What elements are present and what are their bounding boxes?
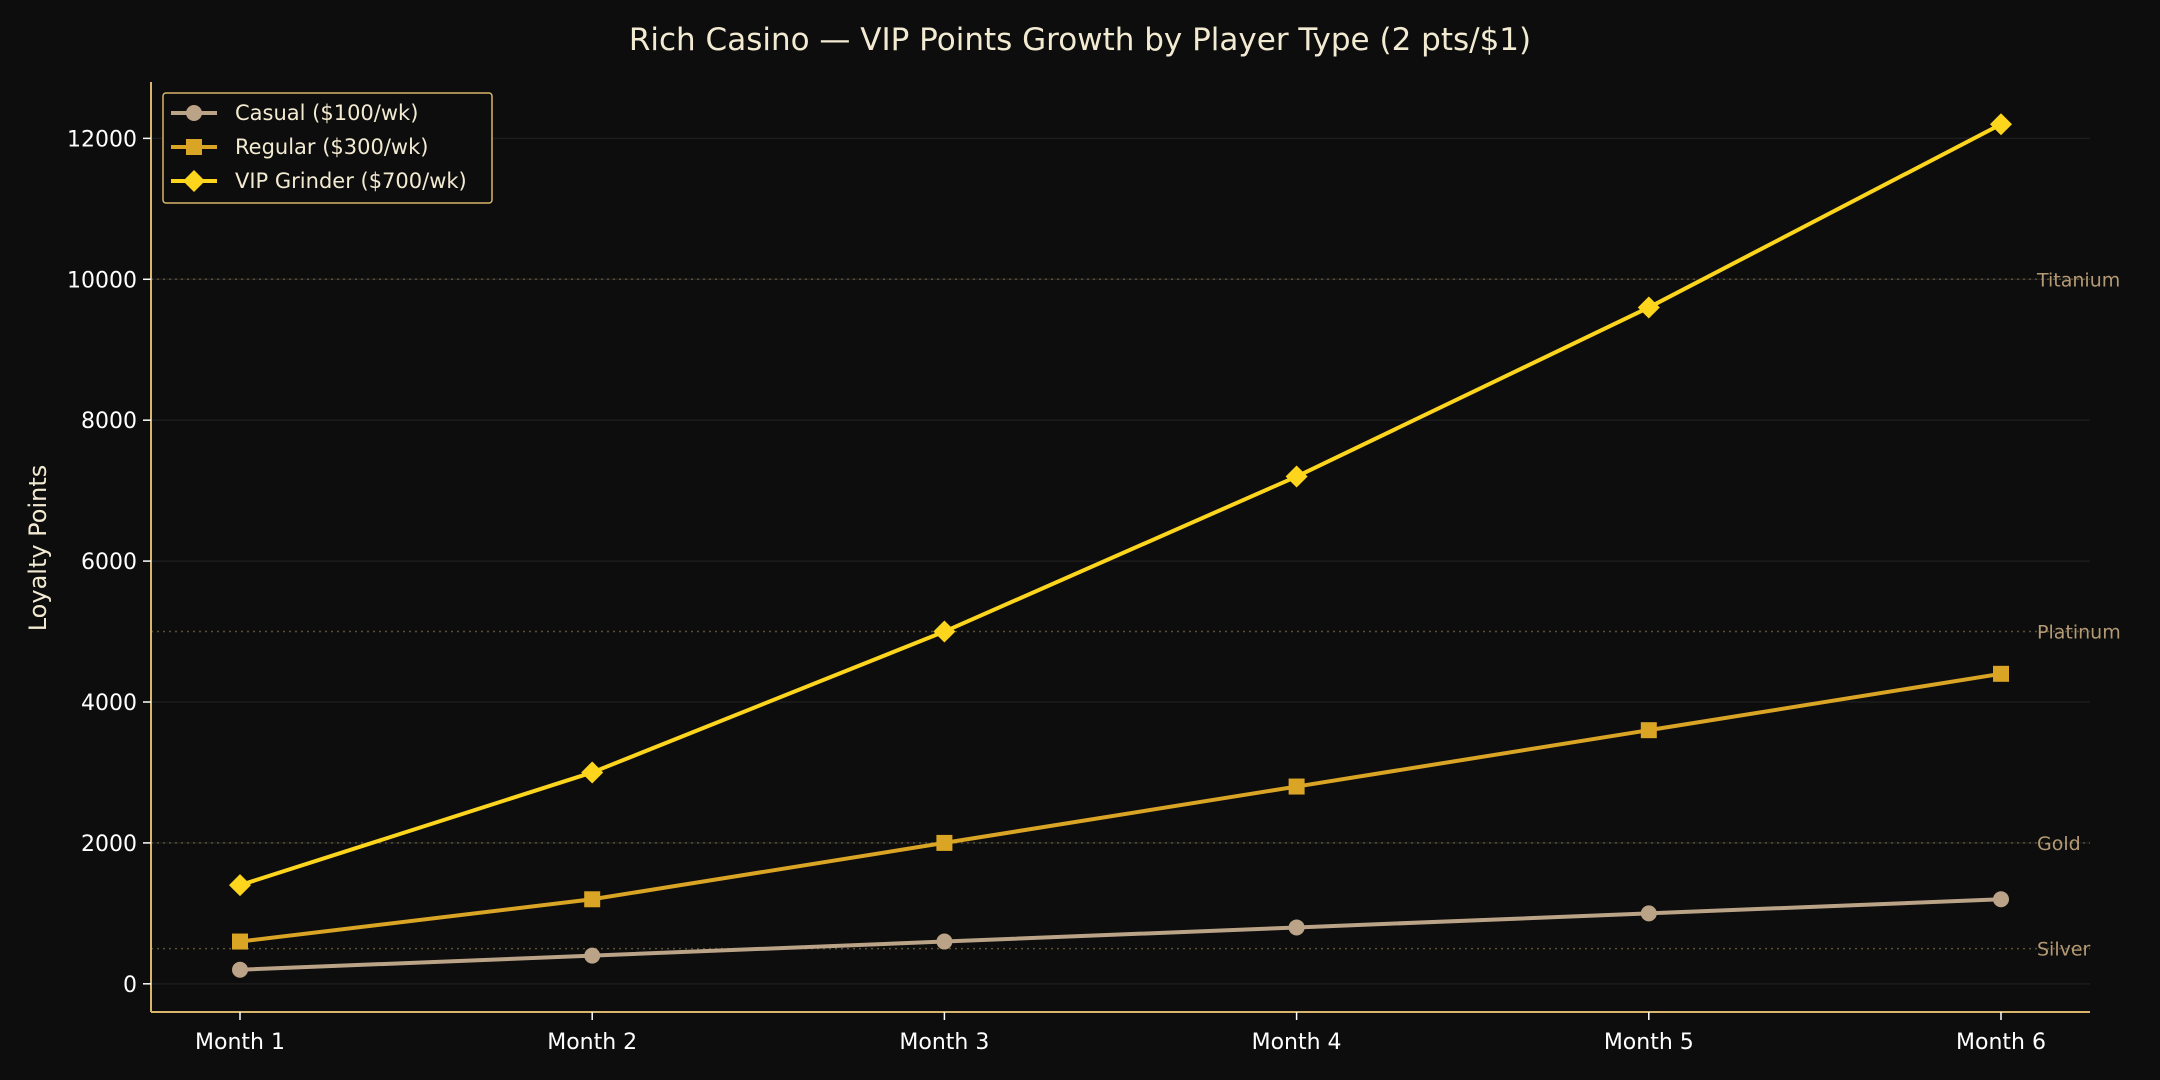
axis-layer: 0 2000 4000 6000 8000 10000 12000 Month 1 Month … [67,82,2090,1055]
legend-entry: Casual ($100/wk) [235,101,418,125]
data-point [584,891,601,908]
chart-title: Rich Casino — VIP Points Growth by Playe… [629,22,1531,58]
y-axis-label: Loyalty Points [24,465,52,632]
series-1 [232,891,2009,978]
y-tick-label: 0 [123,973,137,998]
legend-box [162,92,493,204]
x-tick-label: Month 2 [547,1030,637,1055]
legend-entry: VIP Grinder ($700/wk) [235,169,467,193]
legend-marker [186,139,202,155]
legend-entry: Regular ($300/wk) [235,135,428,159]
y-tick-label: 4000 [81,691,137,716]
data-point [1288,919,1305,936]
data-point [933,620,956,643]
y-tick-label: 2000 [81,832,137,857]
y-tick-label: 10000 [67,268,137,293]
data-point [1993,665,2009,682]
tier-layer: Silver Gold Platinum Titanium [151,269,2121,961]
series-line [239,897,2002,972]
data-point [936,933,953,950]
tier-label: Platinum [2037,622,2121,644]
data-point [232,933,248,950]
tier-label: Titanium [2036,269,2120,291]
data-point [581,761,604,784]
y-tick-label: 6000 [81,550,137,575]
series-line [239,122,2002,888]
data-point [1637,296,1660,319]
x-tick-label: Month 1 [195,1030,285,1055]
data-point [1288,778,1305,795]
x-tick-label: Month 4 [1252,1030,1342,1055]
y-tick-label: 12000 [67,127,137,152]
x-tick-label: Month 3 [899,1030,989,1055]
x-tick-label: Month 6 [1956,1030,2046,1055]
data-point [584,947,601,964]
data-point [1640,905,1657,922]
data-point [1285,465,1308,488]
data-point [936,834,953,851]
legend: Casual ($100/wk) Regular ($300/wk) VIP Gri… [162,92,493,204]
data-point [1640,722,1657,739]
tier-label: Silver [2037,939,2091,961]
x-tick-label: Month 5 [1604,1030,1694,1055]
legend-marker [186,105,202,121]
series-3 [229,113,2012,897]
legend-marker [183,170,205,192]
data-point [1990,113,2012,136]
series-layer [229,113,2012,978]
series-line [239,671,2002,944]
y-tick-label: 8000 [81,409,137,434]
data-point [1993,891,2009,908]
tier-label: Gold [2037,833,2081,855]
data-point [232,961,248,978]
data-point [229,874,251,897]
series-2 [232,665,2009,950]
